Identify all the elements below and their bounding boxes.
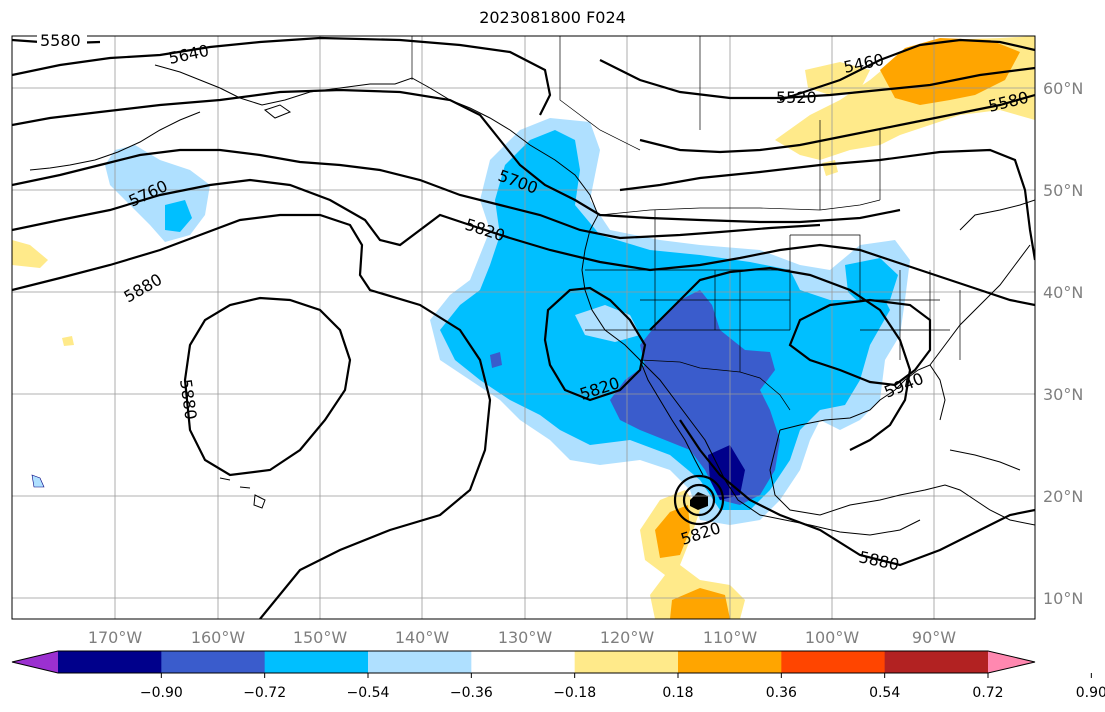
political-borders	[411, 36, 961, 411]
coast-gulf	[779, 389, 896, 431]
colorbar-extend-high	[988, 651, 1035, 673]
lat-label: 40°N	[1043, 283, 1083, 302]
island-hawaii	[219, 477, 266, 509]
contour-hurricane-ring-1	[673, 474, 725, 526]
coast-alaska	[154, 64, 599, 216]
coast-cuba	[949, 449, 1021, 471]
border-states-2	[790, 234, 961, 360]
contour-5880-south	[679, 419, 1035, 567]
lat-label: 30°N	[1043, 385, 1083, 404]
height-contours	[12, 36, 1035, 619]
map-title: 2023081800 F024	[479, 8, 626, 27]
coast-mexico-east	[769, 429, 1035, 526]
colorbar-segment	[781, 651, 886, 673]
colorbar-tick-label: −0.36	[450, 685, 493, 701]
lon-label: 130°W	[498, 628, 553, 647]
lon-label: 120°W	[600, 628, 655, 647]
longitude-labels: 170°W 160°W 150°W 140°W 130°W 120°W 110°…	[88, 628, 956, 647]
colorbar-tick-label: −0.54	[347, 685, 390, 701]
colorbar-segment	[678, 651, 782, 673]
lat-label: 20°N	[1043, 487, 1083, 506]
lat-label: 50°N	[1043, 181, 1083, 200]
colorbar-segment	[264, 651, 369, 673]
coast-aleutians	[29, 111, 201, 171]
lat-label: 10°N	[1043, 589, 1083, 608]
contour-5880-north	[12, 213, 492, 619]
shade-light-blue-hi	[31, 474, 45, 488]
border-canada-provinces	[559, 36, 881, 210]
shade-black-center	[690, 492, 708, 510]
island-kodiak	[263, 104, 292, 119]
latitude-labels: 60°N 50°N 40°N 30°N 20°N 10°N	[1043, 79, 1083, 608]
shade-orange-mexico	[655, 505, 690, 558]
lon-label: 110°W	[703, 628, 758, 647]
colorbar-tick-label: 0.90	[1076, 685, 1105, 701]
border-us-canada	[599, 199, 881, 216]
coast-baja	[639, 359, 704, 476]
map-area	[12, 36, 1035, 619]
colorbar-segment	[884, 651, 989, 673]
contour-label-bg	[37, 30, 87, 48]
colorbar-tick-label: −0.18	[553, 685, 596, 701]
colorbar-segment	[58, 651, 162, 673]
colorbar-segment	[368, 651, 472, 673]
shade-blue-core	[610, 290, 780, 505]
coast-east	[929, 244, 1031, 366]
contour-5940	[788, 298, 932, 387]
contour-label: 5580	[40, 31, 81, 50]
shade-dark-blue	[708, 445, 745, 500]
colorbar-tick-label: 0.36	[766, 685, 797, 701]
colorbar-tick-label: −0.90	[140, 685, 183, 701]
shade-cyan-alaska	[165, 200, 192, 232]
lon-label: 140°W	[395, 628, 450, 647]
contour-5640	[12, 36, 552, 116]
shade-yellow-tiny	[62, 336, 74, 346]
contour-5760	[12, 148, 821, 240]
colorbar-segment	[161, 651, 266, 673]
lon-label: 150°W	[293, 628, 348, 647]
contour-5520-ne	[599, 59, 1035, 100]
colorbar-segment	[574, 651, 679, 673]
contour-5820-ca-low	[543, 286, 647, 402]
lon-label: 170°W	[88, 628, 143, 647]
coastlines	[29, 64, 1035, 536]
coast-hudson	[959, 199, 1035, 231]
colorbar-tick-label: 0.18	[662, 685, 693, 701]
contour-5460-ne	[779, 38, 1035, 102]
coast-bc	[581, 214, 921, 536]
lon-label: 90°W	[912, 628, 956, 647]
contour-5640-ne	[619, 148, 1035, 261]
lon-label: 160°W	[191, 628, 246, 647]
shade-orange-mexico-2	[670, 588, 730, 619]
contour-5820-main	[12, 178, 1035, 307]
contour-5880-closed	[183, 296, 352, 477]
colorbar-extend-low	[12, 651, 58, 673]
colorbar: −0.90 −0.72 −0.54 −0.36 −0.18 0.18 0.36 0.54 0.7…	[11, 650, 1105, 701]
colorbar-outline	[11, 650, 1036, 674]
contour-5700	[12, 88, 901, 224]
shade-yellow-pacific-west	[12, 240, 48, 268]
colorbar-tick-label: −0.72	[243, 685, 286, 701]
contour-label: 5520	[776, 88, 817, 107]
lat-label: 60°N	[1043, 79, 1083, 98]
contour-hurricane-ring-2	[682, 483, 716, 517]
colorbar-tick-label: 0.54	[869, 685, 900, 701]
contour-5580-ne	[639, 93, 1035, 154]
colorbar-segment	[471, 651, 576, 673]
shade-blue-small	[490, 352, 502, 368]
map-frame	[11, 35, 1036, 620]
contour-5880-mid	[649, 266, 912, 451]
lon-label: 100°W	[805, 628, 860, 647]
colorbar-tick-label: 0.72	[972, 685, 1003, 701]
